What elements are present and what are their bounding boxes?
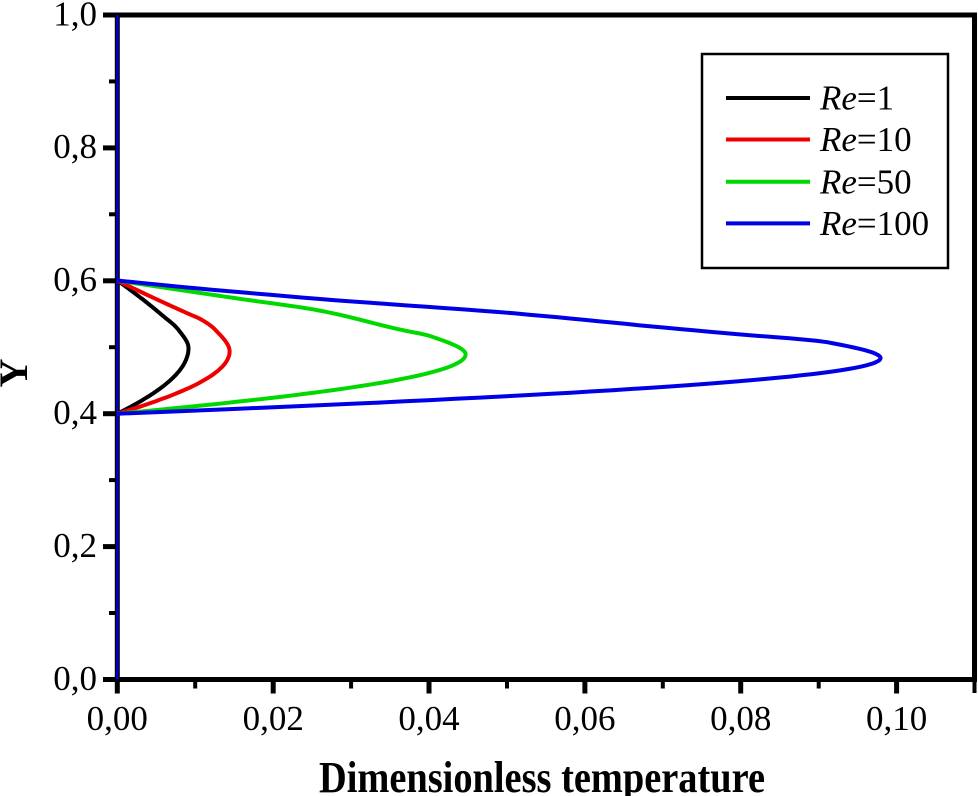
svg-text:0,04: 0,04 bbox=[398, 699, 459, 738]
svg-text:Y: Y bbox=[0, 358, 36, 387]
svg-text:0,8: 0,8 bbox=[53, 127, 97, 166]
svg-text:0,00: 0,00 bbox=[87, 699, 148, 738]
svg-text:0,6: 0,6 bbox=[53, 260, 97, 299]
svg-text:Dimensionless temperature: Dimensionless temperature bbox=[319, 753, 765, 796]
svg-text:0,10: 0,10 bbox=[866, 699, 927, 738]
svg-text:Re=10: Re=10 bbox=[819, 120, 912, 159]
svg-text:0,2: 0,2 bbox=[53, 526, 97, 565]
svg-text:Re=100: Re=100 bbox=[819, 204, 929, 243]
svg-text:1,0: 1,0 bbox=[53, 0, 97, 33]
svg-text:Re=50: Re=50 bbox=[819, 162, 912, 201]
svg-text:0,02: 0,02 bbox=[243, 699, 304, 738]
svg-text:0,08: 0,08 bbox=[710, 699, 771, 738]
svg-text:0,06: 0,06 bbox=[554, 699, 615, 738]
svg-text:0,4: 0,4 bbox=[53, 393, 97, 432]
svg-text:0,0: 0,0 bbox=[53, 659, 97, 698]
svg-text:Re=1: Re=1 bbox=[819, 79, 894, 118]
